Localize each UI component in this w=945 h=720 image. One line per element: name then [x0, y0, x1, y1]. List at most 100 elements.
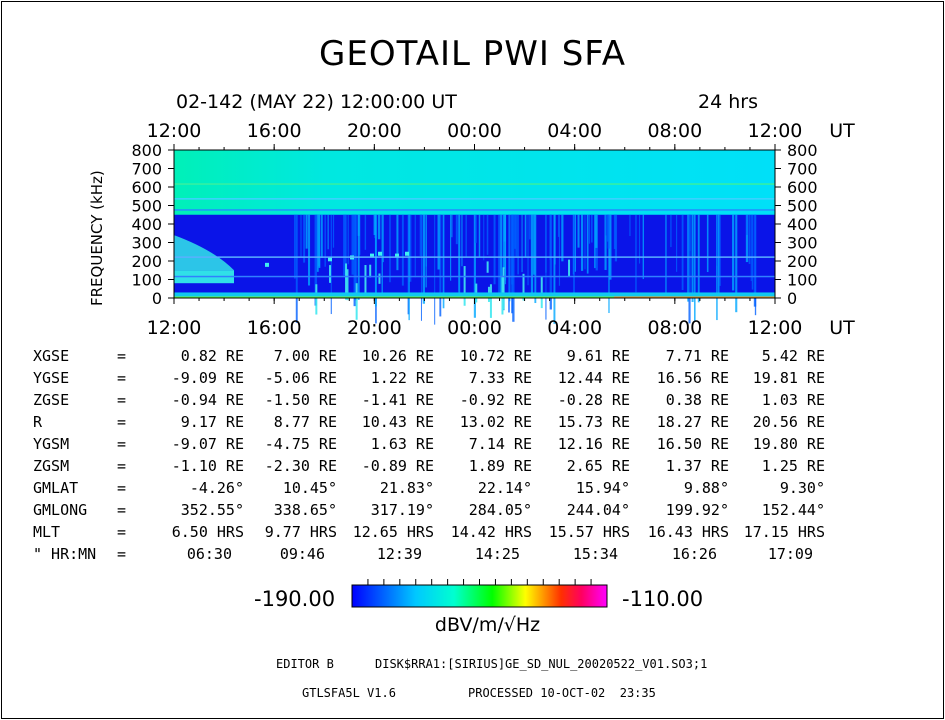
spectrogram-low-band	[614, 296, 774, 298]
orbit-value: 0.38 RE	[665, 391, 729, 409]
orbit-value: 12.44 RE	[557, 369, 630, 387]
orbit-equals: =	[117, 479, 127, 497]
colorbar-gradient	[351, 584, 608, 608]
orbit-equals: =	[117, 457, 127, 475]
spectrogram-streak	[750, 214, 752, 282]
x-unit-bottom: UT	[829, 317, 855, 339]
spectrogram-burst	[328, 257, 332, 262]
orbit-label: " HR:MN	[33, 545, 97, 563]
spectrogram-streak	[483, 214, 485, 261]
y-tick-label-left: 0	[152, 289, 162, 308]
x-unit-top: UT	[829, 120, 855, 142]
spectrogram-streak	[545, 214, 547, 320]
orbit-value: 21.83°	[379, 479, 434, 497]
version-label: GTLSFA5L V1.6	[302, 686, 396, 700]
spectrogram-streak	[478, 214, 481, 258]
spectrogram-streak	[420, 214, 422, 321]
orbit-value: -0.28 RE	[557, 391, 630, 409]
spectrogram-burst	[315, 284, 318, 315]
spectrogram-streak	[687, 214, 690, 302]
spectrogram-streak	[697, 214, 700, 303]
x-tick-label-top: 08:00	[647, 120, 702, 142]
spectrogram-streak	[635, 214, 637, 293]
spectrogram-streak	[534, 214, 537, 304]
spectrogram-streak	[344, 214, 347, 280]
orbit-value: 16:26	[671, 545, 717, 563]
spectrogram-streak	[401, 214, 404, 286]
orbit-value: 0.82 RE	[180, 347, 244, 365]
spectrogram-streak	[407, 214, 410, 315]
y-tick-label-left: 300	[131, 234, 162, 253]
spectrogram-burst	[405, 251, 409, 256]
spectrogram-streak	[639, 214, 641, 264]
spectrogram-streak	[473, 214, 476, 318]
spectrogram-line	[174, 198, 775, 200]
spectrogram-streak	[588, 214, 591, 244]
orbit-equals: =	[117, 369, 127, 387]
orbit-value: 9.61 RE	[566, 347, 630, 365]
spectrogram-streak	[295, 214, 298, 323]
orbit-label: GMLONG	[33, 501, 88, 519]
spectrogram-streak	[486, 214, 489, 255]
orbit-value: 15.94°	[575, 479, 630, 497]
spectrogram-streak	[719, 214, 721, 286]
orbit-value: 1.63 RE	[370, 435, 434, 453]
orbit-value: 12.16 RE	[557, 435, 630, 453]
spectrogram-streak	[561, 214, 564, 262]
orbit-value: 06:30	[186, 545, 232, 563]
spectrogram-streak	[503, 214, 507, 242]
orbit-value: 338.65°	[273, 501, 337, 519]
spectrogram-burst	[502, 267, 505, 310]
spectrogram-streak	[377, 214, 381, 240]
orbit-value: 244.04°	[566, 501, 630, 519]
spectrogram-streak	[613, 214, 616, 249]
spectrogram-streak	[425, 214, 427, 288]
spectrogram-streak	[314, 214, 318, 306]
orbit-value: 1.03 RE	[761, 391, 825, 409]
orbit-value: 7.33 RE	[468, 369, 532, 387]
spectrogram-streak	[396, 214, 399, 271]
spectrogram-streak	[321, 214, 323, 258]
spectrogram-streak	[330, 214, 332, 315]
spectrogram-streak	[716, 214, 719, 266]
spectrogram-low-band	[174, 292, 775, 298]
orbit-value: 16.56 RE	[656, 369, 729, 387]
spectrogram-streak	[332, 214, 335, 248]
spectrogram-hump	[174, 235, 234, 271]
spectrogram-streak	[498, 214, 501, 298]
orbit-value: 9.88°	[683, 479, 729, 497]
orbit-value: 17.15 HRS	[743, 523, 825, 541]
spectrogram-streak	[553, 214, 556, 324]
y-tick-label-right: 200	[787, 252, 818, 271]
spectrogram-burst	[378, 251, 382, 256]
orbit-label: ZGSE	[33, 391, 70, 409]
orbit-value: 6.50 HRS	[171, 523, 244, 541]
x-tick-label-bottom: 00:00	[447, 317, 502, 339]
spectrogram-streak	[529, 214, 531, 240]
spectrogram-streak	[503, 214, 506, 269]
spectrogram-streak	[691, 214, 694, 302]
orbit-value: 7.71 RE	[665, 347, 729, 365]
colorbar-unit: dBV/m/√Hz	[434, 614, 541, 636]
orbit-value: -4.26°	[189, 479, 244, 497]
orbit-value: 20.56 RE	[752, 413, 825, 431]
orbit-value: -0.92 RE	[459, 391, 532, 409]
x-tick-label-top: 12:00	[147, 120, 202, 142]
spectrogram-streak	[437, 214, 440, 270]
orbit-value: 9.30°	[779, 479, 825, 497]
spectrogram-upper-band	[174, 150, 775, 215]
spectrogram-streak	[688, 214, 691, 324]
orbit-value: 19.80 RE	[752, 435, 825, 453]
file-path: DISK$RRA1:[SIRIUS]GE_SD_NUL_20020522_V01…	[375, 657, 708, 671]
x-tick-label-bottom: 12:00	[147, 317, 202, 339]
spectrogram-streak	[357, 214, 360, 236]
spectrogram-streak	[351, 214, 354, 275]
y-tick-label-left: 700	[131, 160, 162, 179]
spectrogram-streak	[305, 214, 308, 249]
spectrogram-streak	[642, 214, 644, 280]
x-tick-label-bottom: 04:00	[547, 317, 602, 339]
chart-title: GEOTAIL PWI SFA	[319, 34, 626, 74]
orbit-value: 9.77 HRS	[264, 523, 337, 541]
y-tick-label-right: 100	[787, 271, 818, 290]
